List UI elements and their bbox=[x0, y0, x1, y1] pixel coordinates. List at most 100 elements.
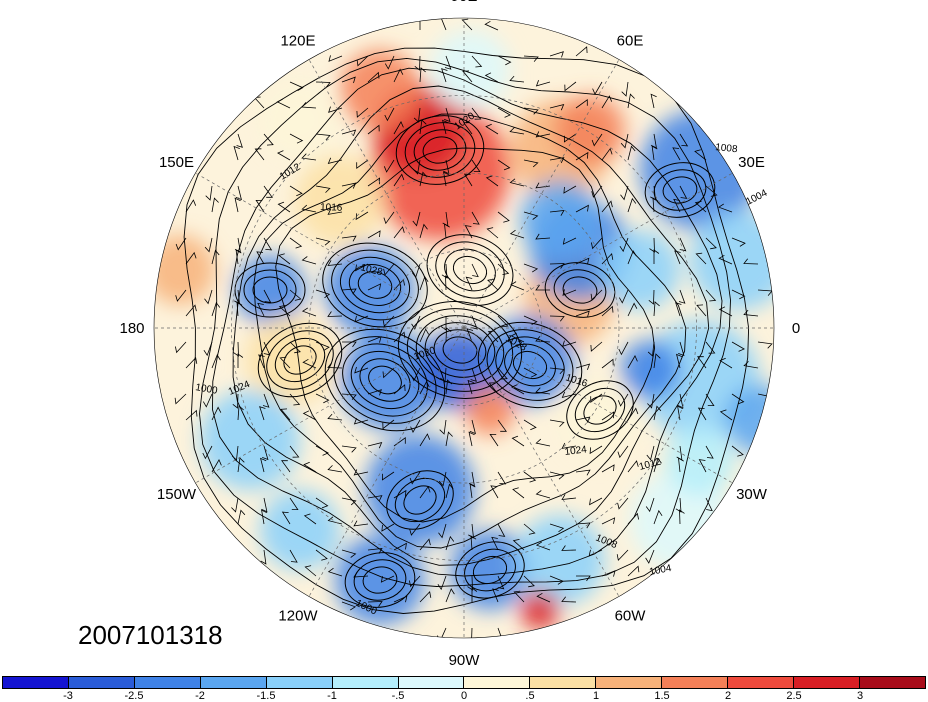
wind-barb bbox=[601, 411, 615, 421]
wind-barb bbox=[588, 549, 603, 557]
map-border bbox=[153, 17, 775, 639]
isobar bbox=[574, 387, 626, 433]
isobar bbox=[662, 176, 698, 204]
wind-barb bbox=[484, 72, 499, 83]
wind-barb bbox=[393, 68, 404, 83]
wind-barb bbox=[289, 81, 304, 92]
anomaly-patch bbox=[200, 390, 300, 490]
wind-barb bbox=[367, 283, 382, 291]
wind-barb bbox=[257, 302, 265, 317]
wind-barb bbox=[549, 367, 565, 375]
anomaly-patch bbox=[520, 180, 600, 260]
wind-barb bbox=[694, 149, 707, 161]
wind-barb bbox=[470, 535, 477, 551]
wind-barb bbox=[393, 173, 405, 187]
wind-barb bbox=[601, 517, 616, 525]
wind-barb bbox=[497, 367, 508, 380]
wind-barb bbox=[445, 535, 455, 551]
longitude-label: 120W bbox=[278, 608, 318, 625]
wind-barb bbox=[409, 523, 421, 536]
colorbar-tick-label: 3 bbox=[856, 690, 864, 702]
wind-barb bbox=[204, 289, 213, 305]
wind-barb bbox=[276, 98, 291, 109]
meridian bbox=[463, 327, 620, 597]
wind-barbs bbox=[174, 18, 773, 638]
wind-barb bbox=[367, 336, 382, 343]
wind-barb bbox=[289, 393, 301, 406]
wind-barb bbox=[678, 341, 685, 357]
anomaly-patch bbox=[690, 210, 774, 310]
wind-barb bbox=[185, 199, 197, 213]
wind-barb bbox=[653, 509, 663, 525]
wind-barb bbox=[601, 95, 613, 109]
wind-barb bbox=[485, 123, 499, 135]
wind-barb bbox=[509, 75, 525, 83]
isobar bbox=[353, 559, 407, 601]
isobar bbox=[403, 485, 437, 515]
wind-barb bbox=[563, 185, 577, 194]
isobar bbox=[544, 262, 616, 318]
wind-barb bbox=[653, 353, 661, 369]
wind-barb bbox=[327, 260, 343, 266]
wind-barb bbox=[575, 151, 589, 161]
wind-barb bbox=[510, 281, 525, 291]
wind-barb bbox=[289, 445, 300, 458]
isobar bbox=[199, 57, 731, 587]
anomaly-patch bbox=[600, 230, 680, 310]
wind-barb bbox=[627, 302, 638, 317]
wind-barb bbox=[175, 289, 187, 302]
wind-barb bbox=[627, 145, 636, 161]
isobar bbox=[644, 162, 716, 218]
wind-barb bbox=[469, 419, 476, 435]
wind-barb bbox=[185, 304, 197, 317]
wind-barb bbox=[383, 159, 395, 173]
colorbar-swatch bbox=[398, 677, 465, 688]
wind-barb bbox=[262, 445, 269, 461]
wind-barb bbox=[731, 341, 745, 352]
wind-barb bbox=[535, 438, 551, 447]
wind-barb bbox=[419, 67, 426, 83]
wind-barb bbox=[440, 316, 447, 331]
wind-barb bbox=[256, 251, 265, 265]
isobar bbox=[359, 358, 411, 402]
colorbar-swatch bbox=[68, 677, 135, 688]
wind-barb bbox=[620, 133, 629, 149]
wind-barb bbox=[315, 133, 331, 141]
wind-barb bbox=[589, 445, 603, 455]
isobar bbox=[442, 336, 478, 364]
wind-barb bbox=[262, 393, 270, 408]
wind-barb bbox=[549, 419, 565, 427]
latitude-circle bbox=[308, 172, 620, 484]
isobar bbox=[266, 330, 334, 390]
wind-barb bbox=[562, 237, 577, 245]
wind-barb bbox=[471, 263, 479, 278]
wind-barb bbox=[549, 575, 564, 585]
wind-barb bbox=[289, 497, 299, 511]
wind-barb bbox=[393, 595, 408, 603]
wind-barb bbox=[259, 406, 266, 421]
wind-barb bbox=[575, 310, 590, 318]
wind-barb bbox=[384, 107, 395, 122]
wind-barb bbox=[315, 497, 329, 509]
wind-barb bbox=[260, 457, 267, 473]
isobar bbox=[342, 343, 428, 417]
wind-barb bbox=[393, 489, 407, 499]
wind-barb bbox=[419, 433, 431, 447]
wind-barb bbox=[731, 393, 745, 405]
wind-barb bbox=[445, 275, 451, 291]
wind-barb bbox=[442, 119, 449, 135]
wind-barb bbox=[496, 627, 504, 638]
wind-barb bbox=[205, 185, 213, 201]
wind-barb bbox=[302, 410, 317, 421]
wind-barb bbox=[261, 497, 268, 513]
wind-barb bbox=[679, 133, 689, 147]
wind-barb bbox=[315, 549, 328, 561]
wind-barb bbox=[575, 469, 591, 476]
wind-barb bbox=[281, 511, 291, 525]
wind-barb bbox=[757, 341, 773, 349]
contour-label: 1004 bbox=[744, 188, 769, 208]
wind-barb bbox=[279, 356, 291, 369]
wind-barb bbox=[277, 150, 291, 161]
isobar bbox=[444, 248, 496, 292]
wind-barb bbox=[652, 197, 659, 213]
